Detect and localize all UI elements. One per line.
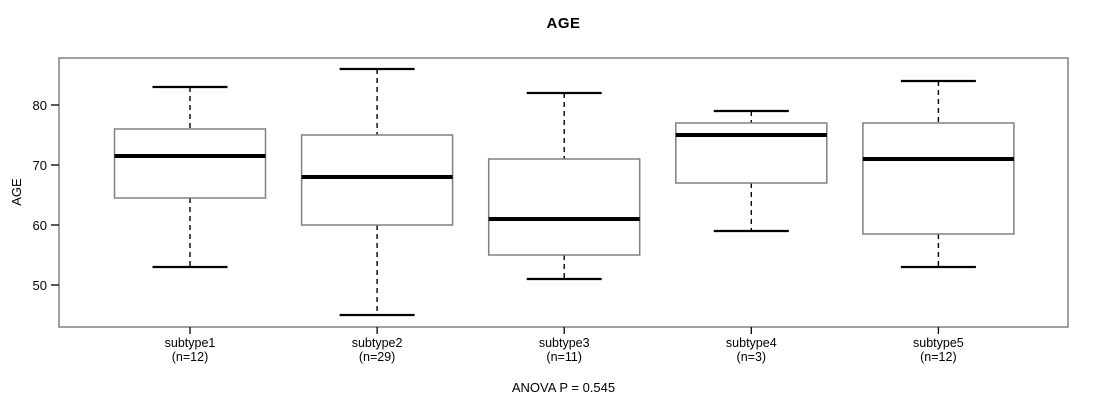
x-label-n: (n=12) xyxy=(920,349,957,364)
y-tick-label-80: 80 xyxy=(32,97,47,113)
box-subtype2 xyxy=(300,134,454,226)
x-label-name: subtype3 xyxy=(538,336,590,350)
box-subtype5 xyxy=(862,122,1015,235)
x-label-subtype2: subtype2 (n=29) xyxy=(307,336,447,364)
x-label-subtype5: subtype5 (n=12) xyxy=(868,336,1008,364)
x-label-n: (n=3) xyxy=(736,349,767,364)
x-label-n: (n=12) xyxy=(171,349,209,364)
box-subtype1 xyxy=(113,128,267,199)
x-label-subtype1: subtype1 (n=12) xyxy=(120,336,260,364)
box-subtype4 xyxy=(675,122,828,184)
y-tick-label-50: 50 xyxy=(32,277,47,293)
x-label-name: subtype2 xyxy=(351,336,403,350)
plot-frame xyxy=(58,57,1069,328)
x-label-name: subtype4 xyxy=(725,336,777,350)
anova-annotation: ANOVA P = 0.545 xyxy=(511,380,616,395)
box-subtype3 xyxy=(487,158,641,256)
y-tick-label-70: 70 xyxy=(32,157,47,173)
y-tick-label-60: 60 xyxy=(32,217,47,233)
x-label-subtype3: subtype3 (n=11) xyxy=(494,336,634,364)
x-label-n: (n=11) xyxy=(546,349,582,364)
x-label-subtype4: subtype4 (n=3) xyxy=(681,336,821,364)
chart-title: AGE xyxy=(546,15,581,32)
x-label-name: subtype5 xyxy=(913,336,964,350)
x-label-name: subtype1 xyxy=(164,336,216,350)
x-label-n: (n=29) xyxy=(358,349,396,364)
